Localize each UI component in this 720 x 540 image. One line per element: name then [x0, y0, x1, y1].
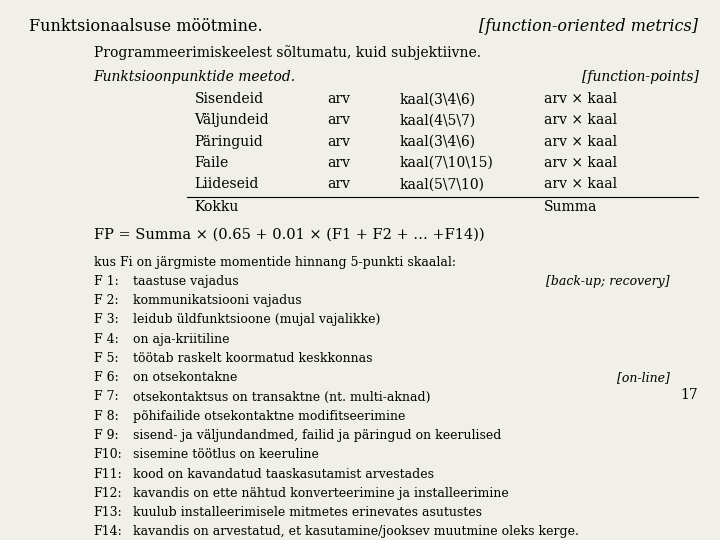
- Text: arv: arv: [328, 178, 351, 191]
- Text: kaal(3\4\6): kaal(3\4\6): [400, 92, 476, 106]
- Text: arv × kaal: arv × kaal: [544, 113, 617, 127]
- Text: Funktsionaalsuse möötmine.: Funktsionaalsuse möötmine.: [29, 18, 262, 36]
- Text: F 8:: F 8:: [94, 410, 118, 423]
- Text: F 1:: F 1:: [94, 275, 118, 288]
- Text: kood on kavandatud taaskasutamist arvestades: kood on kavandatud taaskasutamist arvest…: [133, 468, 434, 481]
- Text: Kokku: Kokku: [194, 200, 239, 214]
- Text: F 9:: F 9:: [94, 429, 118, 442]
- Text: [back-up; recovery]: [back-up; recovery]: [546, 275, 670, 288]
- Text: F12:: F12:: [94, 487, 122, 500]
- Text: 17: 17: [680, 388, 698, 402]
- Text: taastuse vajadus: taastuse vajadus: [133, 275, 239, 288]
- Text: töötab raskelt koormatud keskkonnas: töötab raskelt koormatud keskkonnas: [133, 352, 373, 365]
- Text: põhifailide otsekontaktne modifitseerimine: põhifailide otsekontaktne modifitseerimi…: [133, 410, 405, 423]
- Text: F 3:: F 3:: [94, 313, 118, 327]
- Text: kus Fi on järgmiste momentide hinnang 5-punkti skaalal:: kus Fi on järgmiste momentide hinnang 5-…: [94, 255, 456, 269]
- Text: Päringuid: Päringuid: [194, 135, 263, 149]
- Text: F 7:: F 7:: [94, 390, 118, 403]
- Text: FP = Summa × (0.65 + 0.01 × (F1 + F2 + … +F14)): FP = Summa × (0.65 + 0.01 × (F1 + F2 + ……: [94, 228, 485, 242]
- Text: arv × kaal: arv × kaal: [544, 135, 617, 149]
- Text: Faile: Faile: [194, 156, 229, 170]
- Text: F 2:: F 2:: [94, 294, 118, 307]
- Text: sisemine töötlus on keeruline: sisemine töötlus on keeruline: [133, 448, 319, 461]
- Text: F11:: F11:: [94, 468, 122, 481]
- Text: F13:: F13:: [94, 506, 122, 519]
- Text: kavandis on arvestatud, et kasutamine/jooksev muutmine oleks kerge.: kavandis on arvestatud, et kasutamine/jo…: [133, 525, 579, 538]
- Text: on otsekontakne: on otsekontakne: [133, 371, 238, 384]
- Text: Programmeerimiskeelest sõltumatu, kuid subjektiivne.: Programmeerimiskeelest sõltumatu, kuid s…: [94, 45, 481, 60]
- Text: kommunikatsiooni vajadus: kommunikatsiooni vajadus: [133, 294, 302, 307]
- Text: leidub üldfunktsioone (mujal vajalikke): leidub üldfunktsioone (mujal vajalikke): [133, 313, 381, 327]
- Text: F 6:: F 6:: [94, 371, 118, 384]
- Text: Summa: Summa: [544, 200, 597, 214]
- Text: F 5:: F 5:: [94, 352, 118, 365]
- Text: sisend- ja väljundandmed, failid ja päringud on keerulised: sisend- ja väljundandmed, failid ja päri…: [133, 429, 502, 442]
- Text: on aja-kriitiline: on aja-kriitiline: [133, 333, 230, 346]
- Text: F14:: F14:: [94, 525, 122, 538]
- Text: kaal(4\5\7): kaal(4\5\7): [400, 113, 476, 127]
- Text: kaal(7\10\15): kaal(7\10\15): [400, 156, 493, 170]
- Text: Sisendeid: Sisendeid: [194, 92, 264, 106]
- Text: kaal(3\4\6): kaal(3\4\6): [400, 135, 476, 149]
- Text: Väljundeid: Väljundeid: [194, 113, 269, 127]
- Text: F10:: F10:: [94, 448, 122, 461]
- Text: arv × kaal: arv × kaal: [544, 92, 617, 106]
- Text: kaal(5\7\10): kaal(5\7\10): [400, 178, 485, 191]
- Text: arv × kaal: arv × kaal: [544, 156, 617, 170]
- Text: arv × kaal: arv × kaal: [544, 178, 617, 191]
- Text: Funktsioonpunktide meetod.: Funktsioonpunktide meetod.: [94, 70, 296, 84]
- Text: kuulub installeerimisele mitmetes erinevates asutustes: kuulub installeerimisele mitmetes erinev…: [133, 506, 482, 519]
- Text: arv: arv: [328, 156, 351, 170]
- Text: [function-points]: [function-points]: [582, 70, 698, 84]
- Text: F 4:: F 4:: [94, 333, 118, 346]
- Text: arv: arv: [328, 135, 351, 149]
- Text: kavandis on ette nähtud konverteerimine ja installeerimine: kavandis on ette nähtud konverteerimine …: [133, 487, 509, 500]
- Text: [on-line]: [on-line]: [617, 371, 670, 384]
- Text: Liideseid: Liideseid: [194, 178, 258, 191]
- Text: otsekontaktsus on transaktne (nt. multi-aknad): otsekontaktsus on transaktne (nt. multi-…: [133, 390, 431, 403]
- Text: [function-oriented metrics]: [function-oriented metrics]: [480, 18, 698, 36]
- Text: arv: arv: [328, 113, 351, 127]
- Text: arv: arv: [328, 92, 351, 106]
